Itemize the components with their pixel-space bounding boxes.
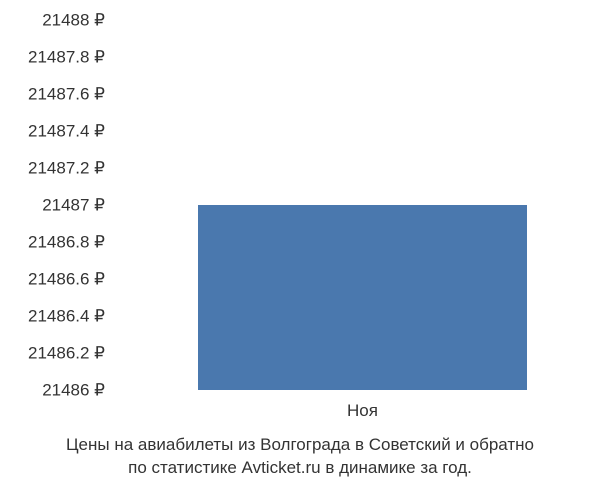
y-tick-label: 21486.8 ₽ (0, 234, 105, 251)
y-tick-label: 21486.4 ₽ (0, 308, 105, 325)
y-tick-label: 21486.6 ₽ (0, 271, 105, 288)
y-tick-label: 21488 ₽ (0, 12, 105, 29)
y-tick-label: 21486.2 ₽ (0, 345, 105, 362)
y-tick-label: 21487.6 ₽ (0, 86, 105, 103)
caption-line-1: Цены на авиабилеты из Волгограда в Совет… (66, 435, 534, 454)
chart-caption: Цены на авиабилеты из Волгограда в Совет… (0, 434, 600, 480)
caption-line-2: по статистике Avticket.ru в динамике за … (128, 458, 472, 477)
plot-region (115, 20, 565, 390)
y-tick-label: 21487 ₽ (0, 197, 105, 214)
y-tick-label: 21487.2 ₽ (0, 160, 105, 177)
y-tick-label: 21486 ₽ (0, 382, 105, 399)
bar (198, 205, 527, 390)
y-tick-label: 21487.8 ₽ (0, 49, 105, 66)
x-tick-label: Ноя (347, 402, 378, 419)
y-tick-label: 21487.4 ₽ (0, 123, 105, 140)
price-chart: 21488 ₽ 21487.8 ₽ 21487.6 ₽ 21487.4 ₽ 21487.… (0, 0, 600, 500)
